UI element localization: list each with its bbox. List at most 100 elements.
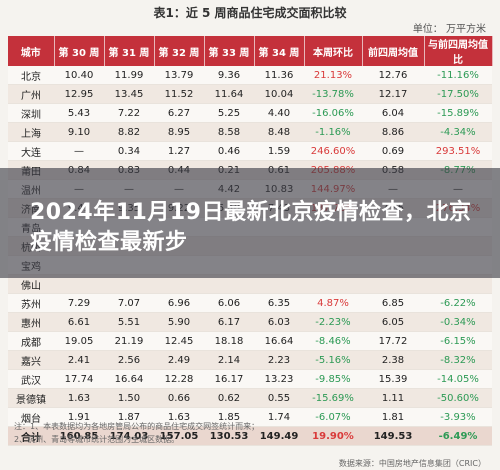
value-cell: 1.85 [204,407,254,427]
value-cell: 9.10 [54,122,104,142]
value-cell: 130.53 [204,426,254,446]
source-text: 数据来源：中国房地产信息集团（CRIC） [338,459,486,468]
value-cell: 16.64 [104,369,154,389]
value-cell: 0.46 [204,141,254,161]
value-cell: 2.14 [204,350,254,370]
city-cell: 北京 [8,66,54,85]
value-cell: 7.29 [54,293,104,313]
value-cell: 18.18 [204,331,254,351]
table-row: 成都 19.05 21.19 12.45 18.18 16.64 -8.46% 17.72 -6… [8,331,492,351]
value-cell: -13.78% [304,84,362,104]
column-header: 本周环比 [304,36,363,66]
note-line-2: 2、杭州、青岛等城市统计范围为主城区数据。 [14,435,180,444]
value-cell: 1.63 [154,407,204,427]
value-cell: 12.28 [154,369,204,389]
city-cell: 惠州 [8,312,54,332]
table-row: 嘉兴 2.41 2.56 2.49 2.14 2.23 -5.16% 2.38 -8.32% [8,350,492,370]
city-cell: 成都 [8,331,54,351]
value-cell: 6.04 [362,103,424,123]
value-cell: -8.32% [424,350,492,370]
city-cell: 大连 [8,141,54,161]
value-cell: -15.89% [424,103,492,123]
value-cell: -4.34% [424,122,492,142]
value-cell: 12.95 [54,84,104,104]
headline-overlay [0,168,500,278]
headline-text[interactable]: 2024年11月19日最新北京疫情检查，北京疫情检查最新步 [30,200,472,255]
value-cell: 174.03 [104,426,154,446]
value-cell: 160.85 [54,426,104,446]
column-header: 第 34 周 [254,36,305,66]
city-cell: 上海 [8,122,54,142]
column-header: 与前四周均值比 [424,36,493,66]
column-header: 第 31 周 [104,36,155,66]
value-cell: 12.45 [154,331,204,351]
value-cell: -6.49% [424,426,492,446]
table-row: 惠州 6.61 5.51 5.90 6.17 6.03 -2.23% 6.05 -0.34% [8,312,492,332]
value-cell: 293.51% [424,141,492,161]
value-cell: 21.13% [304,66,362,85]
column-header: 第 30 周 [54,36,105,66]
value-cell: -50.60% [424,388,492,408]
value-cell: -6.15% [424,331,492,351]
value-cell: 9.36 [204,66,254,85]
value-cell: 7.22 [104,103,154,123]
value-cell [424,274,492,294]
value-cell: 13.79 [154,66,204,85]
column-header: 城市 [8,36,55,66]
value-cell: 1.74 [254,407,304,427]
value-cell: 1.87 [104,407,154,427]
value-cell: 7.07 [104,293,154,313]
value-cell: 2.56 [104,350,154,370]
value-cell: — [54,141,104,161]
value-cell [104,274,154,294]
value-cell: 1.63 [54,388,104,408]
value-cell: 19.05 [54,331,104,351]
city-cell: 嘉兴 [8,350,54,370]
value-cell: 6.96 [154,293,204,313]
value-cell: 6.05 [362,312,424,332]
total-row: 合计 160.85 174.03 157.05 130.53 149.49 19.90% 14… [8,426,492,446]
value-cell: -15.69% [304,388,362,408]
value-cell: 2.38 [362,350,424,370]
value-cell: 11.64 [204,84,254,104]
value-cell: 5.90 [154,312,204,332]
value-cell [204,274,254,294]
table-row: 北京 10.40 11.99 13.79 9.36 11.36 21.13% 12.76 -11… [8,66,492,85]
value-cell: 10.04 [254,84,304,104]
value-cell: 5.51 [104,312,154,332]
value-cell: -8.46% [304,331,362,351]
value-cell: 2.41 [54,350,104,370]
value-cell: 1.11 [362,388,424,408]
column-header: 前四周均值 [362,36,425,66]
value-cell: 11.36 [254,66,304,85]
value-cell: 5.25 [204,103,254,123]
value-cell: 6.85 [362,293,424,313]
value-cell: -16.06% [304,103,362,123]
value-cell: 2.49 [154,350,204,370]
city-cell: 佛山 [8,274,54,294]
value-cell: 1.91 [54,407,104,427]
value-cell: 8.82 [104,122,154,142]
value-cell: 0.66 [154,388,204,408]
value-cell: 0.34 [104,141,154,161]
value-cell: 5.43 [54,103,104,123]
value-cell: 0.62 [204,388,254,408]
value-cell: 1.59 [254,141,304,161]
value-cell: 13.45 [104,84,154,104]
value-cell: 12.17 [362,84,424,104]
value-cell: 1.50 [104,388,154,408]
value-cell: 149.49 [254,426,304,446]
table-header-row: 城市第 30 周第 31 周第 32 周第 33 周第 34 周本周环比 前四周均… [8,36,493,66]
value-cell: 16.17 [204,369,254,389]
column-header: 第 32 周 [154,36,205,66]
table-row: 深圳 5.43 7.22 6.27 5.25 4.40 -16.06% 6.04 -15.89% [8,103,492,123]
value-cell: 8.95 [154,122,204,142]
value-cell: 17.74 [54,369,104,389]
value-cell: -17.50% [424,84,492,104]
table-row: 大连 —0.34 1.27 0.46 1.59 246.60% 0.69 293.51% [8,141,492,161]
table-row: 佛山 [8,274,492,294]
value-cell: 11.52 [154,84,204,104]
value-cell [304,274,362,294]
city-cell: 武汉 [8,369,54,389]
city-cell: 苏州 [8,293,54,313]
